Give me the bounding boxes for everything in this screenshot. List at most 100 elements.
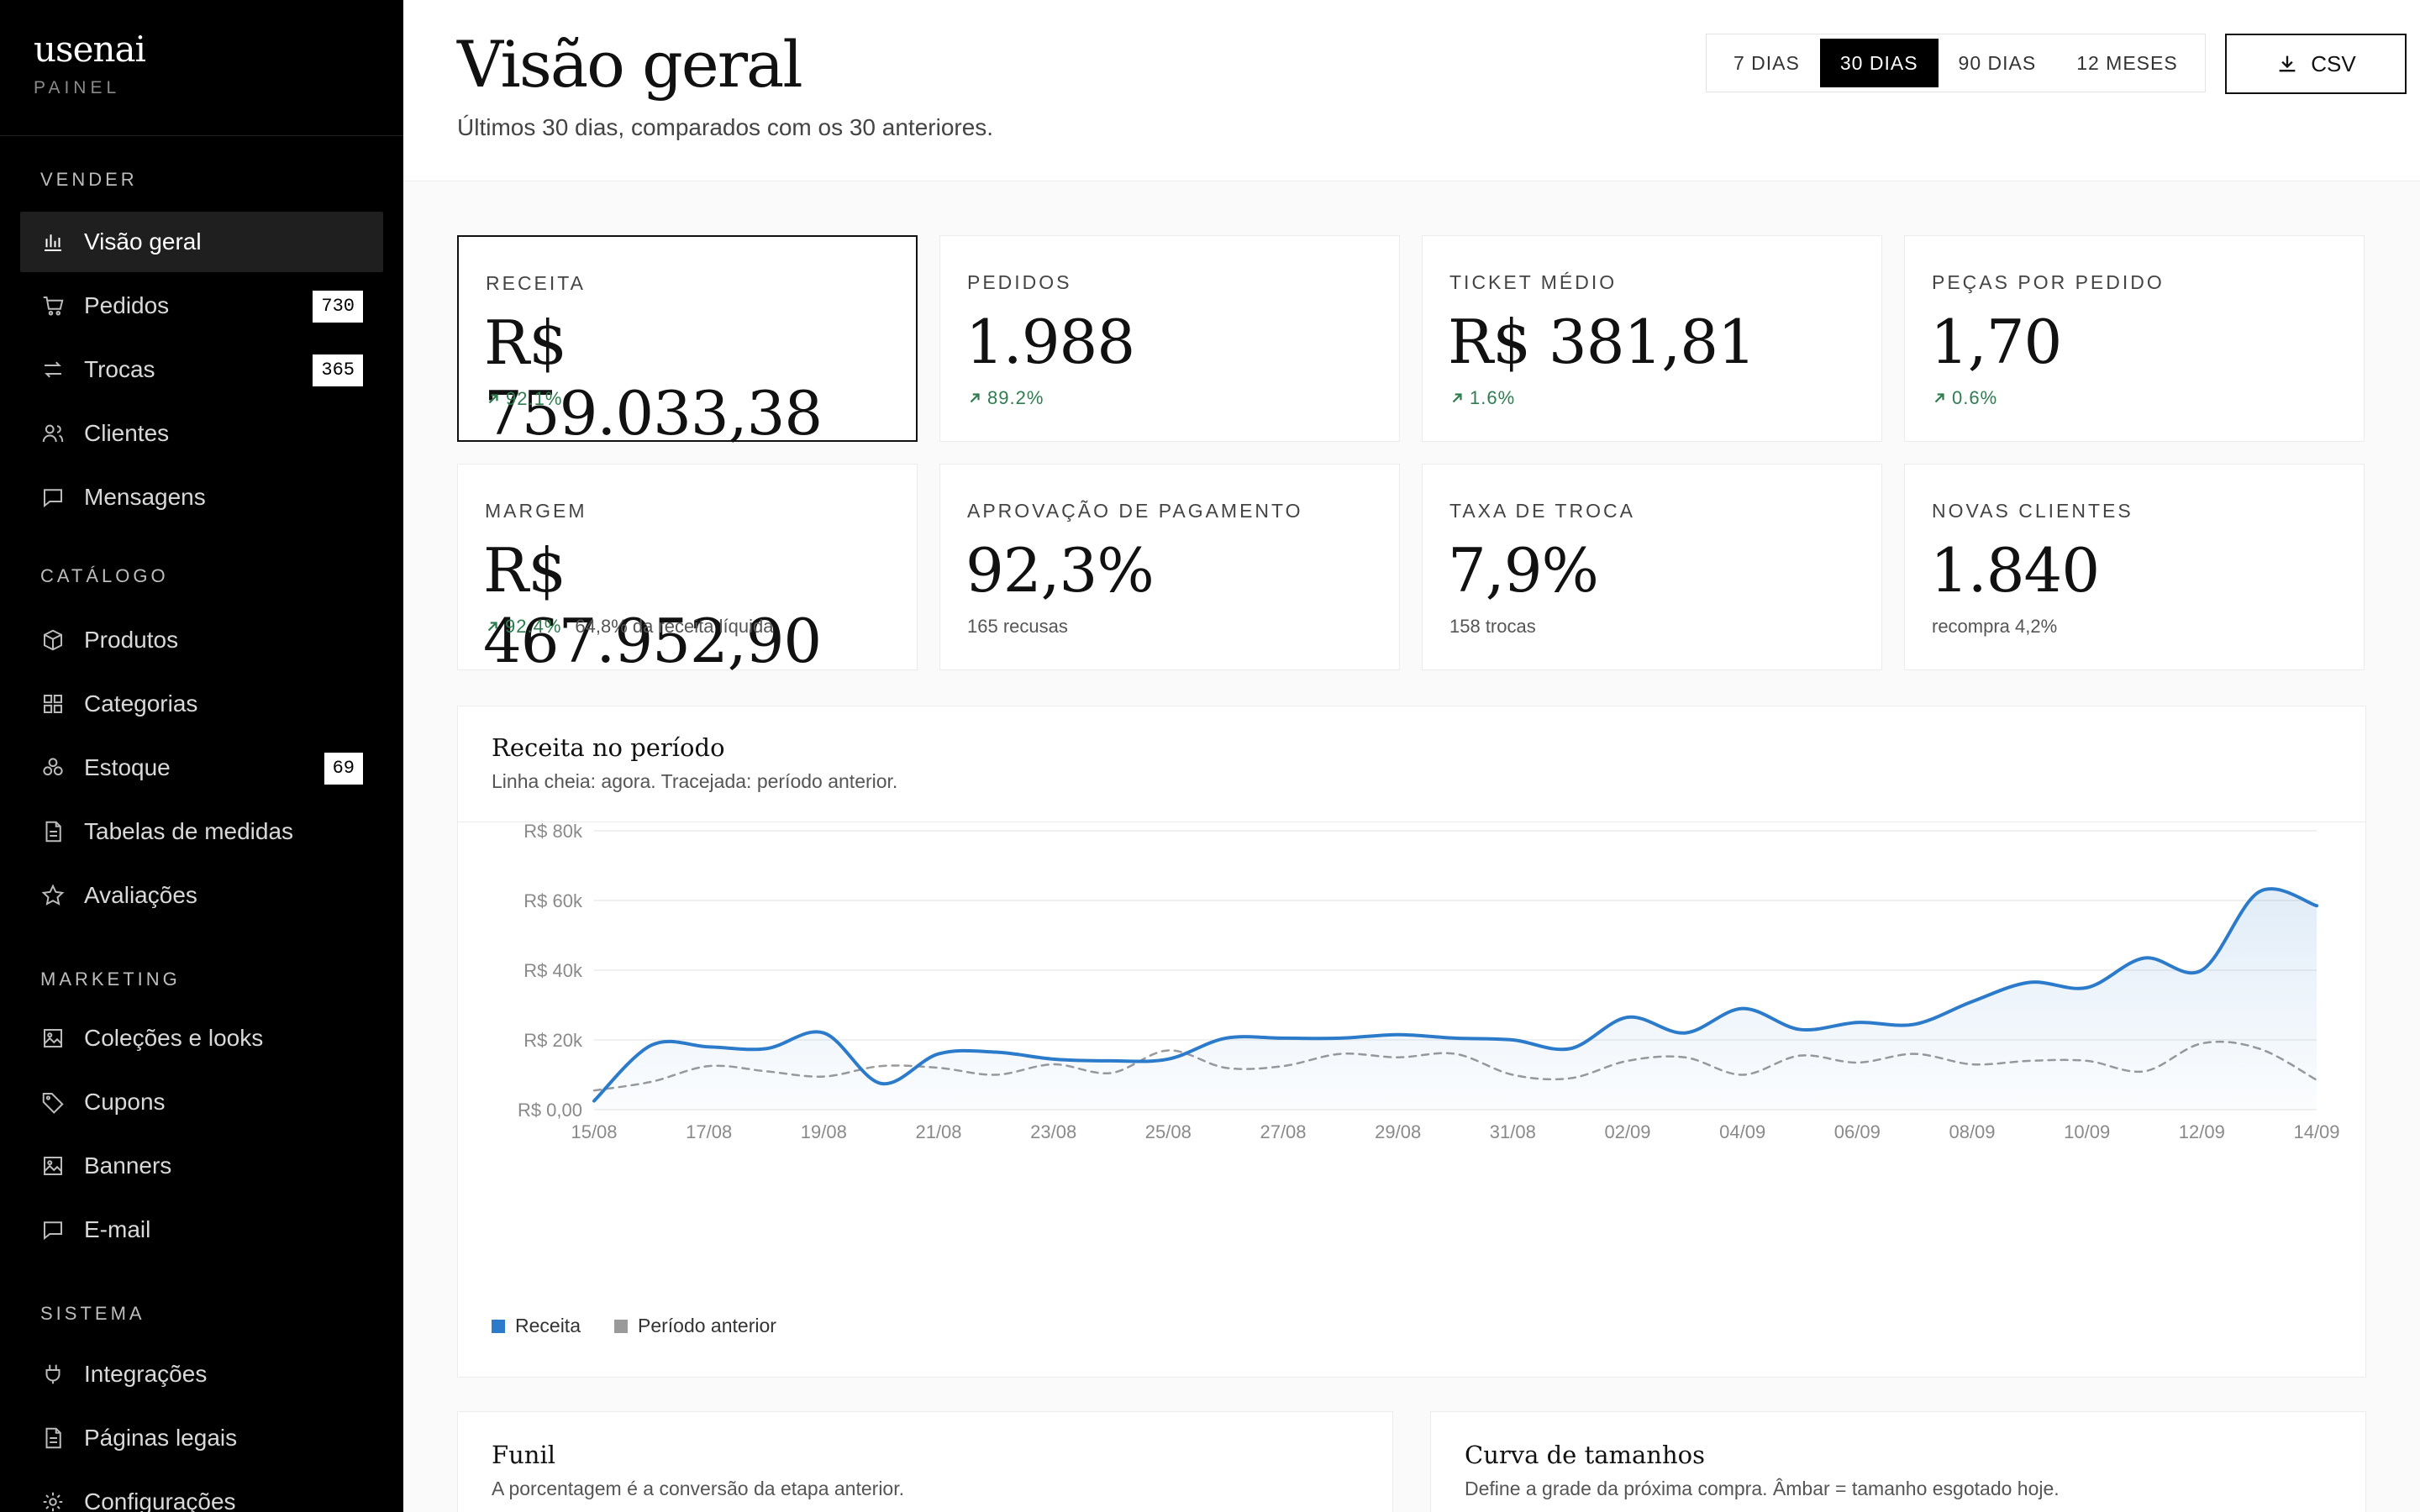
sidebar-item-label: Coleções e looks xyxy=(84,1025,264,1051)
kpi-card-receita[interactable]: RECEITA R$ 759.033,38 92.1% xyxy=(457,235,918,449)
exchange-icon xyxy=(40,357,66,382)
kpi-footer: 165 recusas xyxy=(967,616,1068,638)
arrow-up-right-icon xyxy=(487,622,497,632)
y-tick-label: R$ 60k xyxy=(523,890,583,911)
stack-icon xyxy=(40,755,66,780)
series-area-receita xyxy=(594,889,2317,1110)
legend-swatch xyxy=(492,1319,505,1333)
nav-section-vender: VENDER xyxy=(40,169,138,190)
sidebar-item-avaliacoes[interactable]: Avaliações xyxy=(20,865,383,926)
x-tick-label: 25/08 xyxy=(1145,1121,1192,1142)
sidebar-item-label: Avaliações xyxy=(84,882,197,908)
sidebar-item-paginas-legais[interactable]: Páginas legais xyxy=(20,1408,383,1468)
kpi-value: 1.988 xyxy=(965,307,1135,377)
range-90-dias-button[interactable]: 90 DIAS xyxy=(1958,51,2037,74)
sidebar-item-categorias[interactable]: Categorias xyxy=(20,674,383,734)
sidebar-item-trocas[interactable]: Trocas 365 xyxy=(20,339,383,400)
page-subtitle: Últimos 30 dias, comparados com os 30 an… xyxy=(457,114,994,140)
legend-item-receita[interactable]: Receita xyxy=(492,1315,581,1337)
kpi-delta-value: 92.4% xyxy=(505,616,562,637)
sidebar: usenai PAINEL VENDER Visão geral Pedidos 73… xyxy=(0,0,403,1512)
kpi-value: R$ 759.033,38 xyxy=(484,307,823,449)
sidebar-item-clientes[interactable]: Clientes xyxy=(20,403,383,464)
kpi-card-aprovacao-de-pagamento[interactable]: APROVAÇÃO DE PAGAMENTO 92,3% 165 recusas xyxy=(939,464,1400,670)
sidebar-item-cupons[interactable]: Cupons xyxy=(20,1072,383,1132)
x-tick-label: 23/08 xyxy=(1030,1121,1076,1142)
revenue-chart-card: Receita no período Linha cheia: agora. T… xyxy=(457,706,2366,1378)
count-badge: 365 xyxy=(313,354,363,386)
kpi-card-pecas-por-pedido[interactable]: PEÇAS POR PEDIDO 1,70 0.6% xyxy=(1904,235,2365,442)
kpi-note: 158 trocas xyxy=(1449,616,1536,637)
sidebar-item-label: Estoque xyxy=(84,754,171,780)
x-tick-label: 12/09 xyxy=(2179,1121,2225,1142)
sidebar-item-mensagens[interactable]: Mensagens xyxy=(20,467,383,528)
box-icon xyxy=(40,627,66,653)
sidebar-item-label: Clientes xyxy=(84,420,170,446)
date-range-selector: 7 DIAS 30 DIAS 90 DIAS 12 MESES xyxy=(1706,34,2206,92)
kpi-value: 92,3% xyxy=(965,535,1155,606)
sidebar-item-colecoes-e-looks[interactable]: Coleções e looks xyxy=(20,1008,383,1068)
sidebar-item-integracoes[interactable]: Integrações xyxy=(20,1344,383,1404)
kpi-card-ticket-medio[interactable]: TICKET MÉDIO R$ 381,81 1.6% xyxy=(1422,235,1882,442)
kpi-card-margem[interactable]: MARGEM R$ 467.952,90 92.4% 64,8% da receita… xyxy=(457,464,918,676)
sidebar-item-pedidos[interactable]: Pedidos 730 xyxy=(20,276,383,336)
arrow-up-right-icon xyxy=(970,393,980,403)
kpi-value: 1,70 xyxy=(1930,307,2062,377)
legend-swatch xyxy=(613,1319,628,1333)
page-header: Visão geral Últimos 30 dias, comparados … xyxy=(403,0,2420,181)
sidebar-item-produtos[interactable]: Produtos xyxy=(20,610,383,670)
brand-subtitle: PAINEL xyxy=(34,78,121,97)
x-tick-label: 08/09 xyxy=(1949,1121,1995,1142)
users-icon xyxy=(40,421,66,446)
kpi-note: 64,8% da receita líquida xyxy=(575,616,774,637)
sidebar-item-configuracoes[interactable]: Configurações xyxy=(20,1472,383,1512)
export-csv-button[interactable]: CSV xyxy=(2225,34,2407,94)
legend-label: Período anterior xyxy=(637,1315,776,1336)
x-tick-label: 29/08 xyxy=(1375,1121,1421,1142)
legend-item-periodo-anterior[interactable]: Período anterior xyxy=(613,1315,776,1337)
x-tick-label: 21/08 xyxy=(915,1121,961,1142)
funnel-title: Funil xyxy=(492,1441,556,1469)
kpi-label: PEÇAS POR PEDIDO xyxy=(1932,271,2165,293)
nav-section-sistema: SISTEMA xyxy=(40,1303,145,1324)
kpi-value: R$ 381,81 xyxy=(1448,307,1756,377)
nav-section-catalogo: CATÁLOGO xyxy=(40,565,169,586)
sidebar-item-estoque[interactable]: Estoque 69 xyxy=(20,738,383,798)
sidebar-item-tabelas-de-medidas[interactable]: Tabelas de medidas xyxy=(20,801,383,862)
size-curve-subtitle: Define a grade da próxima compra. Âmbar … xyxy=(1465,1478,2060,1499)
x-tick-label: 04/09 xyxy=(1719,1121,1765,1142)
sidebar-item-e-mail[interactable]: E-mail xyxy=(20,1200,383,1260)
funnel-card: Funil A porcentagem é a conversão da eta… xyxy=(457,1411,1393,1512)
message-icon xyxy=(40,485,66,510)
x-tick-label: 14/09 xyxy=(2293,1121,2339,1142)
kpi-note: recompra 4,2% xyxy=(1932,616,2058,637)
x-tick-label: 17/08 xyxy=(686,1121,732,1142)
cart-icon xyxy=(40,293,66,318)
x-tick-label: 06/09 xyxy=(1834,1121,1881,1142)
arrow-up-right-icon xyxy=(1452,393,1462,403)
kpi-card-taxa-de-troca[interactable]: TAXA DE TROCA 7,9% 158 trocas xyxy=(1422,464,1882,670)
kpi-footer: 92.1% xyxy=(486,388,562,410)
kpi-delta: 92.4% xyxy=(485,616,561,638)
grid-icon xyxy=(40,691,66,717)
kpi-card-novas-clientes[interactable]: NOVAS CLIENTES 1.840 recompra 4,2% xyxy=(1904,464,2365,670)
kpi-card-pedidos[interactable]: PEDIDOS 1.988 89.2% xyxy=(939,235,1400,442)
kpi-footer: 158 trocas xyxy=(1449,616,1536,638)
size-curve-title: Curva de tamanhos xyxy=(1465,1441,1705,1469)
sidebar-item-banners[interactable]: Banners xyxy=(20,1136,383,1196)
image-icon xyxy=(40,1026,66,1051)
range-30-dias-button[interactable]: 30 DIAS xyxy=(1819,39,1939,87)
x-tick-label: 10/09 xyxy=(2064,1121,2110,1142)
sidebar-item-visao-geral[interactable]: Visão geral xyxy=(20,212,383,272)
sidebar-item-label: Páginas legais xyxy=(84,1425,238,1451)
download-icon xyxy=(2279,55,2296,72)
range-7-dias-button[interactable]: 7 DIAS xyxy=(1733,51,1800,74)
star-icon xyxy=(40,883,66,908)
brand-logo[interactable]: usenai xyxy=(34,29,146,70)
kpi-delta: 0.6% xyxy=(1932,387,1997,409)
range-12-meses-button[interactable]: 12 MESES xyxy=(2076,51,2178,74)
kpi-value: R$ 467.952,90 xyxy=(483,535,822,676)
kpi-label: NOVAS CLIENTES xyxy=(1932,500,2133,522)
x-tick-label: 02/09 xyxy=(1604,1121,1650,1142)
kpi-delta: 1.6% xyxy=(1449,387,1515,409)
